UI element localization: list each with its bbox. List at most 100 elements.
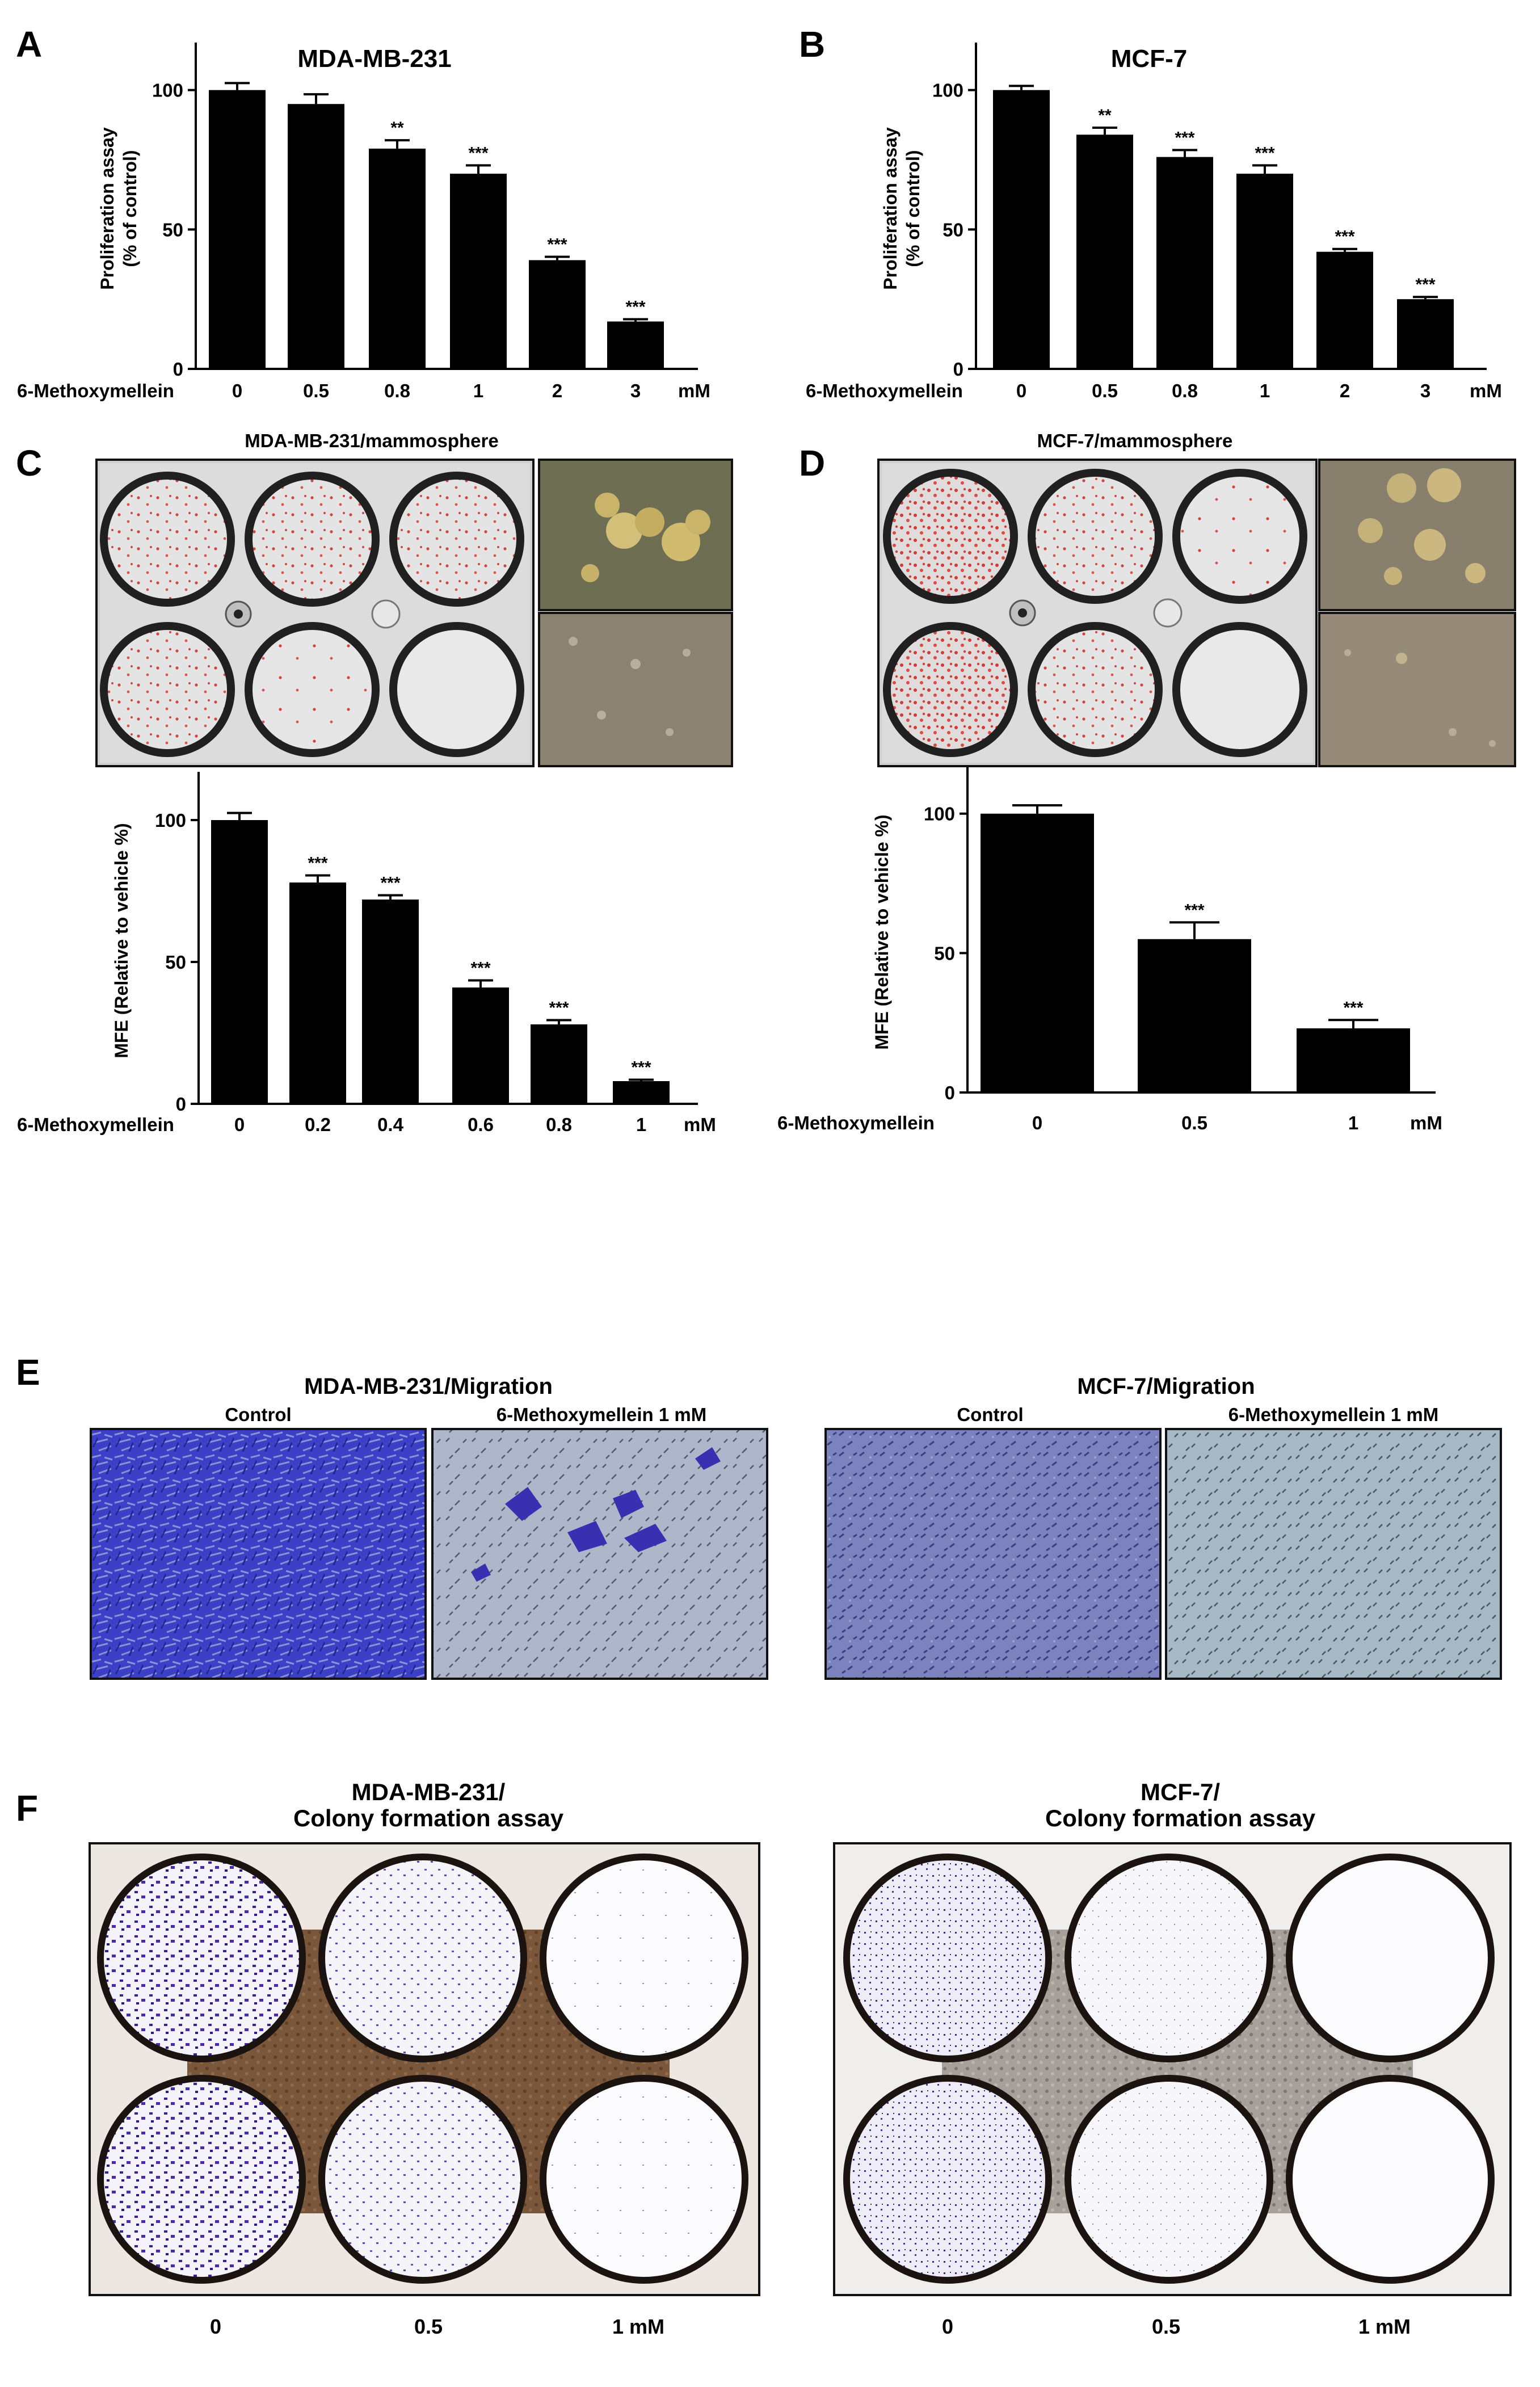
x-tick-label: 1 <box>1260 380 1270 401</box>
colony-plate-mcf7 <box>833 1842 1512 2296</box>
x-tick-label: 0.8 <box>546 1114 572 1135</box>
bar <box>369 148 426 369</box>
chart-b-proliferation-mcf7: 0 50 100 Proliferation assay (% of control) 0… <box>806 43 1502 401</box>
significance-label: *** <box>631 1058 651 1077</box>
colony-x-label-mcf7-2: 1 mM <box>1358 2315 1411 2338</box>
x-axis-title: 6-Methoxymellein <box>806 380 963 401</box>
y-tick-label: 100 <box>924 804 955 825</box>
significance-label: *** <box>308 854 327 873</box>
significance-label: *** <box>470 959 490 978</box>
chart-a-title: MDA-MB-231 <box>297 45 451 73</box>
significance-label: *** <box>1415 275 1435 294</box>
migration-label-mcf7-control: Control <box>957 1404 1023 1425</box>
migration-image-mda-control <box>90 1428 427 1680</box>
significance-label: ** <box>1098 106 1112 125</box>
x-axis-unit: mM <box>1470 380 1502 401</box>
significance-label: *** <box>625 298 645 317</box>
y-tick-label: 50 <box>934 943 955 964</box>
x-tick-label: 0.4 <box>377 1114 404 1135</box>
colony-x-label-mcf7-1: 0.5 <box>1152 2315 1180 2338</box>
y-tick-label: 100 <box>932 80 963 101</box>
mammosphere-micrograph-mcf7-control <box>1318 459 1516 611</box>
y-tick-label: 100 <box>155 810 186 831</box>
x-tick-label: 0 <box>234 1114 245 1135</box>
colony-x-label-mda-0: 0 <box>210 2315 221 2338</box>
x-tick-label: 0.5 <box>1092 380 1118 401</box>
x-axis-title: 6-Methoxymellein <box>17 1114 174 1135</box>
bar <box>1076 135 1133 369</box>
panel-c-title: MDA-MB-231/mammosphere <box>245 430 498 451</box>
x-tick-label: 1 <box>1348 1112 1358 1133</box>
mammosphere-plate-mda <box>95 459 535 767</box>
x-axis-unit: mM <box>1410 1112 1442 1133</box>
x-axis-unit: mM <box>678 380 710 401</box>
bar <box>1297 1028 1410 1092</box>
panel-letter-a: A <box>16 24 42 65</box>
significance-label: *** <box>1335 228 1354 246</box>
y-axis-label: (% of control) <box>120 150 140 267</box>
y-axis-label: (% of control) <box>903 150 923 267</box>
panel-letter-c: C <box>16 443 42 484</box>
panel-d-title: MCF-7/mammosphere <box>1037 430 1233 451</box>
migration-title-mda: MDA-MB-231/Migration <box>304 1374 553 1399</box>
colony-x-label-mda-2: 1 mM <box>612 2315 664 2338</box>
colony-plate-mda <box>89 1842 760 2296</box>
bar <box>607 321 664 369</box>
plate-wells-bottom <box>100 622 524 757</box>
x-axis-unit: mM <box>684 1114 716 1135</box>
x-axis-title: 6-Methoxymellein <box>777 1112 935 1133</box>
x-tick-label: 0.6 <box>468 1114 494 1135</box>
significance-label: *** <box>1175 128 1194 147</box>
x-tick-label: 1 <box>473 380 483 401</box>
panel-letter-b: B <box>799 24 825 65</box>
panel-letter-e: E <box>16 1352 40 1393</box>
colony-title-mda-line2: Colony formation assay <box>293 1805 564 1831</box>
y-tick-label: 50 <box>942 219 963 240</box>
migration-image-mda-treated <box>431 1428 768 1680</box>
significance-label: *** <box>547 235 567 254</box>
significance-label: *** <box>1343 998 1363 1017</box>
chart-a-proliferation-mda: 0 50 100 Proliferation assay (% of control) 0… <box>17 43 710 401</box>
significance-label: ** <box>390 119 404 137</box>
x-tick-label: 0.8 <box>1172 380 1198 401</box>
x-tick-label: 0 <box>1032 1112 1042 1133</box>
bar <box>993 90 1050 369</box>
bar <box>288 104 344 369</box>
bar <box>1236 174 1293 369</box>
y-tick-label: 50 <box>162 219 183 240</box>
migration-label-mda-treated: 6-Methoxymellein 1 mM <box>496 1404 706 1425</box>
x-tick-label: 2 <box>552 380 562 401</box>
chart-d-mfe-mcf7: 0 50 100 MFE (Relative to vehicle %) 0 *** 0.5… <box>777 766 1442 1133</box>
plate-wells-top <box>100 472 524 607</box>
colony-title-mcf7-line1: MCF-7/ <box>1141 1779 1220 1805</box>
y-axis-label: Proliferation assay <box>880 127 901 290</box>
migration-image-mcf7-treated <box>1165 1428 1502 1680</box>
bar <box>1138 939 1251 1092</box>
chart-b-title: MCF-7 <box>1111 45 1187 73</box>
significance-label: *** <box>1255 144 1274 162</box>
bar <box>529 260 586 369</box>
migration-title-mcf7: MCF-7/Migration <box>1077 1374 1255 1399</box>
colony-title-mda-line1: MDA-MB-231/ <box>352 1779 506 1805</box>
mammosphere-micrograph-mcf7-treated <box>1318 612 1516 767</box>
x-axis-title: 6-Methoxymellein <box>17 380 174 401</box>
significance-label: *** <box>380 874 400 893</box>
mammosphere-micrograph-mda-treated <box>538 612 733 767</box>
x-tick-label: 0 <box>232 380 242 401</box>
x-tick-label: 0.8 <box>384 380 410 401</box>
y-tick-label: 0 <box>176 1094 186 1115</box>
bar <box>362 900 419 1104</box>
migration-image-mcf7-control <box>824 1428 1162 1680</box>
bar <box>450 174 507 369</box>
x-tick-label: 3 <box>1420 380 1430 401</box>
mammosphere-plate-mcf7 <box>877 459 1318 767</box>
x-tick-label: 1 <box>636 1114 646 1135</box>
chart-c-mfe-mda: 0 50 100 MFE (Relative to vehicle %) 0 *** 0.2… <box>17 772 716 1135</box>
significance-label: *** <box>549 999 569 1018</box>
x-tick-label: 0.2 <box>305 1114 331 1135</box>
x-tick-label: 0.5 <box>303 380 329 401</box>
migration-label-mda-control: Control <box>225 1404 291 1425</box>
bar <box>531 1024 587 1104</box>
panel-letter-d: D <box>799 443 825 484</box>
